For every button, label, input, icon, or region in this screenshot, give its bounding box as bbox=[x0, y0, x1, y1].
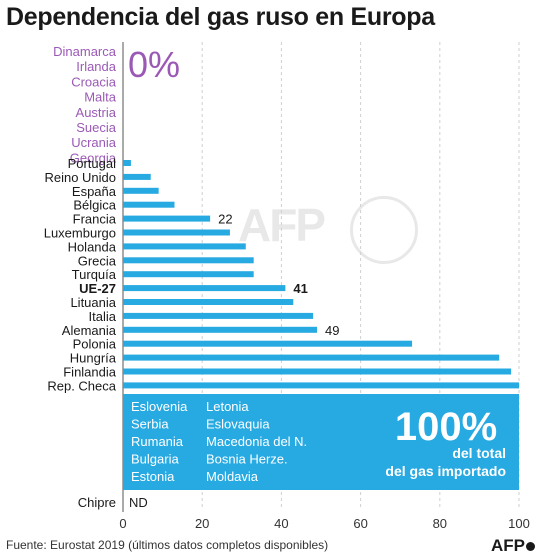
bar bbox=[123, 340, 413, 347]
source-note: Fuente: Eurostat 2019 (últimos datos com… bbox=[6, 538, 329, 552]
no-data-country-label: Chipre bbox=[78, 495, 116, 510]
category-label: Polonia bbox=[73, 337, 117, 352]
no-data-row: Chipre ND bbox=[78, 495, 148, 510]
afp-logo: AFP bbox=[491, 536, 535, 556]
category-label: Rep. Checa bbox=[47, 378, 116, 393]
x-tick-label: 0 bbox=[119, 516, 126, 531]
x-tick-label: 20 bbox=[195, 516, 209, 531]
category-label: Italia bbox=[89, 309, 117, 324]
x-axis-ticks: 0 20 40 60 80 100 bbox=[119, 516, 529, 531]
zero-country-label: Ucrania bbox=[71, 135, 117, 150]
category-label: Holanda bbox=[68, 239, 117, 254]
full-dependence-box: Eslovenia Serbia Rumania Bulgaria Estonia Let… bbox=[123, 394, 519, 490]
bars bbox=[123, 160, 519, 389]
category-label: Finlandia bbox=[63, 365, 117, 380]
data-labels: 22 41 49 bbox=[218, 212, 339, 338]
zero-country-label: Suecia bbox=[76, 120, 117, 135]
x-tick-label: 80 bbox=[433, 516, 447, 531]
full-country-label: Eslovenia bbox=[131, 399, 188, 414]
full-country-label: Serbia bbox=[131, 417, 169, 432]
full-country-label: Letonia bbox=[206, 399, 249, 414]
zero-country-label: Irlanda bbox=[76, 59, 117, 74]
bar bbox=[123, 257, 254, 264]
bar bbox=[123, 368, 512, 375]
data-label: 22 bbox=[218, 212, 232, 227]
category-label: España bbox=[72, 184, 117, 199]
category-label: Lituania bbox=[70, 295, 116, 310]
bar bbox=[123, 187, 159, 194]
zero-country-label: Austria bbox=[76, 105, 117, 120]
category-label: UE-27 bbox=[79, 281, 116, 296]
hundred-percent-label: 100% bbox=[395, 405, 497, 449]
afp-watermark: AFP bbox=[238, 199, 326, 251]
full-country-label: Rumania bbox=[131, 434, 184, 449]
category-label: Alemania bbox=[62, 323, 117, 338]
afp-logo-dot-icon bbox=[526, 542, 535, 552]
bar bbox=[123, 354, 500, 361]
category-label: Reino Unido bbox=[44, 170, 116, 185]
bar bbox=[123, 229, 230, 236]
zero-percent-label: 0% bbox=[128, 44, 180, 85]
full-caption-line2: del gas importado bbox=[385, 463, 506, 479]
full-caption-line1: del total bbox=[452, 445, 506, 461]
afp-logo-text: AFP bbox=[491, 536, 525, 555]
bar bbox=[123, 271, 254, 278]
full-dependence-box-bg bbox=[123, 394, 519, 490]
bar bbox=[123, 285, 286, 292]
bar bbox=[123, 312, 314, 319]
x-tick-label: 60 bbox=[353, 516, 367, 531]
bar bbox=[123, 299, 294, 305]
full-country-label: Estonia bbox=[131, 469, 175, 484]
full-country-label: Bosnia Herze. bbox=[206, 452, 288, 467]
category-label: Grecia bbox=[78, 253, 117, 268]
zero-country-label: Dinamarca bbox=[53, 44, 117, 59]
bar bbox=[123, 382, 519, 389]
bar bbox=[123, 160, 131, 166]
bar bbox=[123, 201, 175, 208]
zero-dependence-group: DinamarcaIrlandaCroaciaMaltaAustriaSueci… bbox=[53, 44, 117, 165]
x-tick-label: 40 bbox=[274, 516, 288, 531]
bar bbox=[123, 326, 318, 333]
full-country-label: Moldavia bbox=[206, 469, 259, 484]
category-label: Portugal bbox=[68, 156, 117, 171]
zero-country-label: Croacia bbox=[71, 74, 117, 89]
category-label: Bélgica bbox=[73, 198, 116, 213]
category-label: Luxemburgo bbox=[44, 226, 116, 241]
afp-watermark-circle-icon bbox=[350, 196, 418, 264]
chart-title: Dependencia del gas ruso en Europa bbox=[6, 3, 435, 31]
full-country-label: Bulgaria bbox=[131, 452, 179, 467]
category-label: Francia bbox=[73, 212, 117, 227]
data-label: 49 bbox=[325, 323, 339, 338]
bar bbox=[123, 173, 151, 180]
category-label: Hungría bbox=[70, 351, 117, 366]
zero-country-label: Georgia bbox=[70, 150, 117, 165]
bar bbox=[123, 215, 211, 222]
full-country-label: Macedonia del N. bbox=[206, 434, 307, 449]
category-label: Turquía bbox=[72, 267, 117, 282]
zero-country-label: Malta bbox=[84, 90, 117, 105]
no-data-value-label: ND bbox=[129, 495, 148, 510]
bar bbox=[123, 243, 246, 250]
x-tick-label: 100 bbox=[508, 516, 530, 531]
data-label: 41 bbox=[293, 281, 307, 296]
full-country-label: Eslovaquia bbox=[206, 417, 270, 432]
